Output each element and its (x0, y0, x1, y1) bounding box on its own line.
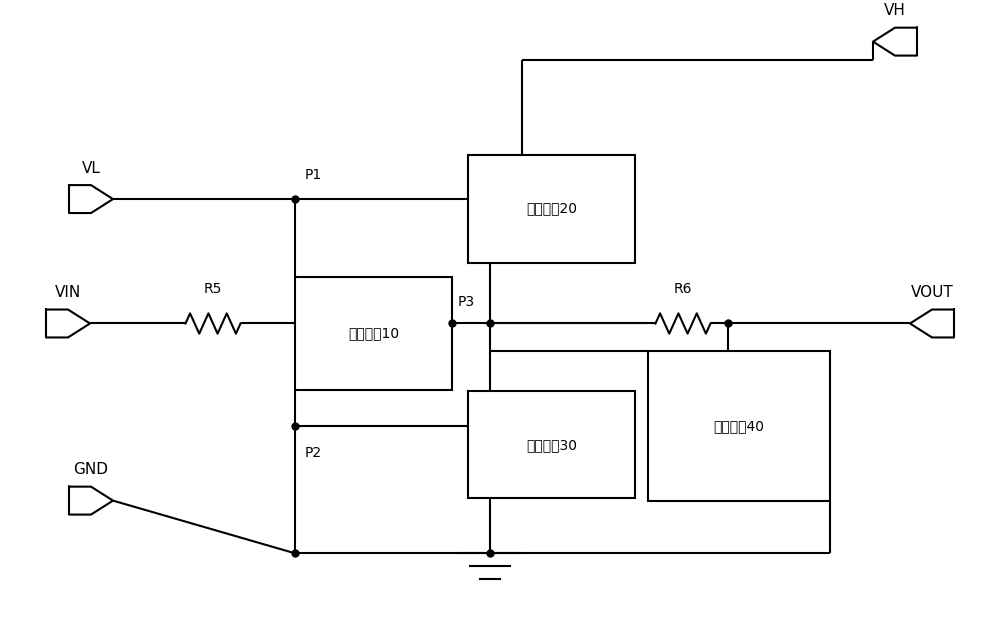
Text: 反馈模块40: 反馈模块40 (714, 419, 765, 433)
Bar (648, 351, 830, 500)
Text: P1: P1 (305, 168, 322, 182)
Text: 升压模块20: 升压模块20 (526, 201, 577, 215)
Bar (468, 392, 635, 498)
Text: VL: VL (82, 160, 100, 176)
Text: P3: P3 (458, 295, 475, 309)
Text: VOUT: VOUT (911, 285, 953, 300)
Bar (468, 155, 635, 263)
Text: 降压模块30: 降压模块30 (526, 438, 577, 452)
Text: P2: P2 (305, 446, 322, 460)
Bar (295, 277, 452, 390)
Text: R6: R6 (674, 282, 692, 296)
Text: VIN: VIN (55, 285, 81, 300)
Text: GND: GND (74, 462, 108, 477)
Text: VH: VH (884, 3, 906, 18)
Text: R5: R5 (204, 282, 222, 296)
Text: 输入模块10: 输入模块10 (348, 327, 399, 341)
